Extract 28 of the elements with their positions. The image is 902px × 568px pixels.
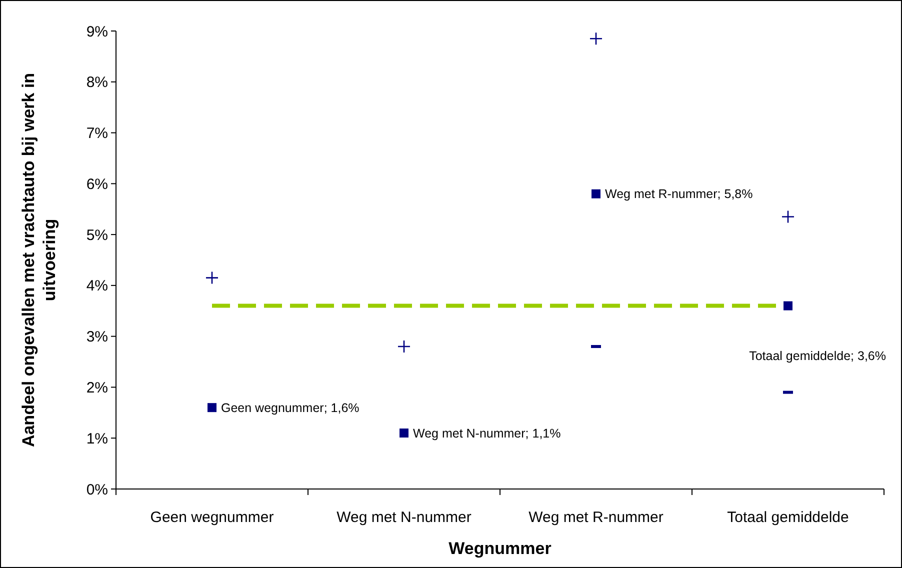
y-tick-label: 8% [86,74,108,92]
y-tick-label: 3% [86,328,108,346]
y-tick-label: 7% [86,125,108,142]
y-tick-label: 0% [86,481,108,498]
point [784,301,792,310]
data-label: Totaal gemiddelde; 3,6% [749,349,886,364]
y-tick-label: 6% [86,176,108,193]
data-label: Geen wegnummer; 1,6% [221,400,360,415]
x-tick-label: Weg met N-nummer [336,509,472,526]
y-axis-title: Aandeel ongevallen met vrachtauto bij werk in uitvoering [19,72,59,448]
y-tick-label: 1% [86,430,108,448]
y-tick-label: 5% [86,226,108,244]
data-label: Weg met R-nummer; 5,8% [605,187,753,202]
point [397,340,411,354]
point [781,210,795,224]
y-tick-label: 4% [86,278,108,295]
x-axis-title: Wegnummer [448,539,552,558]
x-tick-label: Geen wegnummer [150,509,274,526]
y-tick-label: 2% [86,379,108,396]
point [592,189,600,198]
y-tick-label: 9% [86,23,108,40]
point [589,32,603,46]
point [208,403,216,412]
point [205,271,219,284]
data-label: Weg met N-nummer; 1,1% [413,426,561,440]
x-tick-label: Weg met R-nummer [528,509,664,526]
point [400,428,408,438]
x-tick-label: Totaal gemiddelde [727,509,849,526]
